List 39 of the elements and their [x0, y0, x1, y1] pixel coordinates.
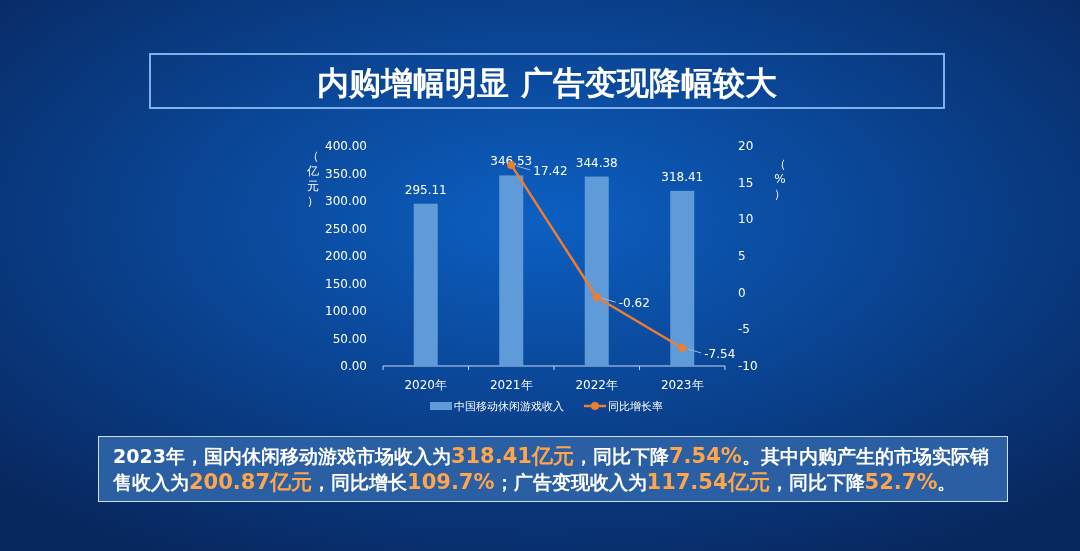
y-tick-label: 0.00: [340, 359, 367, 373]
bar: [670, 190, 695, 366]
y-tick-label: 300.00: [325, 194, 367, 208]
data-label: 295.11: [404, 182, 447, 197]
y-tick-label: 400.00: [325, 139, 367, 153]
bar: [413, 203, 438, 366]
data-label: -7.54: [704, 346, 736, 361]
x-tick-label: 2023年: [660, 378, 704, 392]
y-tick-label: 50.00: [332, 331, 367, 346]
y2-tick-label: 20: [738, 139, 754, 153]
y2-tick-label: -5: [738, 322, 750, 337]
bar: [584, 176, 609, 366]
chart-title: 内购增幅明显 广告变现降幅较大: [317, 64, 777, 102]
legend-label: 中国移动休闲游戏收入: [454, 400, 564, 413]
x-tick-label: 2022年: [575, 378, 619, 392]
y2-tick-label: 10: [738, 212, 754, 227]
y2-tick-label: 0: [738, 285, 746, 300]
y-tick-label: 350.00: [325, 166, 367, 181]
legend-label: 同比增长率: [608, 400, 663, 413]
y2-tick-label: 5: [738, 249, 746, 263]
point: [678, 343, 687, 352]
y-axis-title: （亿元）: [306, 149, 319, 208]
point: [592, 293, 601, 302]
data-label: 344.38: [575, 155, 618, 170]
bar: [499, 175, 524, 366]
data-label: 17.42: [533, 163, 568, 178]
x-tick-label: 2021年: [489, 378, 533, 392]
y2-axis-title: （%）: [774, 157, 786, 201]
y-tick-label: 250.00: [325, 221, 367, 236]
y-tick-label: 100.00: [325, 304, 367, 318]
data-label: 318.41: [661, 169, 704, 184]
data-label: -0.62: [618, 296, 650, 311]
y-tick-label: 150.00: [325, 276, 367, 291]
text: 2023年，国内休闲移动游戏市场收入为318.41亿元，同比下降7.54%。其中内购产生的市场实际销售收入为200.87亿元，同比增长109.7%；广告变现收入为117.54亿元，同比下降52.7%。: [113, 444, 989, 494]
x-tick-label: 2020年: [404, 378, 448, 392]
y2-tick-label: 15: [738, 175, 754, 190]
y-tick-label: 200.00: [325, 249, 367, 263]
y2-tick-label: -10: [738, 359, 758, 373]
data-label: 346.53: [490, 154, 533, 169]
